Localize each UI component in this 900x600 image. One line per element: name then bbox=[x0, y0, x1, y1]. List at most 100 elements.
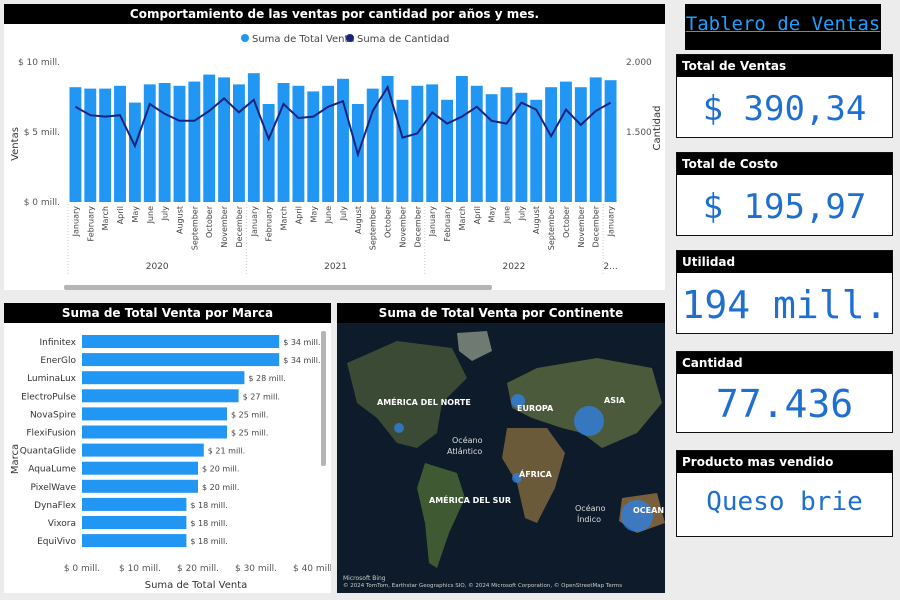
sales-bar[interactable] bbox=[188, 81, 201, 202]
sales-bar[interactable] bbox=[396, 99, 409, 202]
sales-bar[interactable] bbox=[247, 73, 260, 202]
x-tick-label: December bbox=[235, 205, 244, 247]
brand-scrollbar[interactable] bbox=[321, 331, 326, 466]
brand-x-tick-label: $ 40 mill. bbox=[293, 564, 331, 574]
y2-tick-label: 2.000 bbox=[626, 58, 652, 68]
sales-bar[interactable] bbox=[143, 84, 156, 202]
kpi-cantidad: Cantidad 77.436 bbox=[676, 351, 893, 433]
brand-bar[interactable] bbox=[82, 461, 198, 475]
bubble-oceania[interactable] bbox=[621, 500, 653, 532]
sales-bar[interactable] bbox=[337, 78, 349, 202]
x-tick-label: June bbox=[503, 206, 512, 225]
map-label-atlantic-2: Atlántico bbox=[447, 447, 482, 456]
sales-bar[interactable] bbox=[128, 102, 141, 202]
y2-axis-title: Cantidad bbox=[652, 106, 663, 151]
brand-x-tick-label: $ 20 mill. bbox=[177, 564, 219, 574]
x-tick-label: March bbox=[101, 206, 110, 230]
bubble-europe[interactable] bbox=[511, 394, 525, 408]
year-label: 2022 bbox=[502, 262, 525, 272]
quantity-line bbox=[74, 84, 612, 158]
sales-bar[interactable] bbox=[441, 99, 453, 202]
sales-bar[interactable] bbox=[203, 74, 216, 202]
bubble-africa[interactable] bbox=[512, 473, 522, 483]
sales-bar[interactable] bbox=[99, 88, 112, 202]
dashboard-title-box: Tablero de Ventas bbox=[685, 4, 881, 50]
x-tick-label: March bbox=[280, 206, 289, 230]
map-label-europe: EUROPA bbox=[517, 404, 554, 413]
x-tick-label: November bbox=[577, 205, 586, 247]
sales-bar[interactable] bbox=[545, 87, 558, 202]
horizontal-scrollbar[interactable] bbox=[64, 285, 492, 290]
brand-bar[interactable] bbox=[82, 534, 187, 548]
sales-bar[interactable] bbox=[515, 92, 528, 202]
brand-bar[interactable] bbox=[82, 407, 227, 421]
sales-bar[interactable] bbox=[381, 76, 394, 202]
brand-bar[interactable] bbox=[82, 353, 280, 367]
brand-bar[interactable] bbox=[82, 335, 280, 348]
legend-sales-label: Suma de Total Venta bbox=[252, 34, 355, 45]
brand-bar[interactable] bbox=[82, 389, 239, 403]
sales-bar[interactable] bbox=[158, 83, 171, 202]
x-tick-label: January bbox=[607, 206, 616, 238]
brand-bar[interactable] bbox=[82, 516, 187, 529]
kpi-label: Producto mas vendido bbox=[677, 451, 892, 473]
sales-bar[interactable] bbox=[589, 77, 602, 202]
brand-category-label: Infinitex bbox=[40, 338, 77, 348]
sales-bar[interactable] bbox=[470, 85, 483, 202]
sales-combo-panel: Comportamiento de las ventas por cantida… bbox=[4, 4, 665, 290]
sales-bar[interactable] bbox=[485, 94, 498, 202]
brand-chart-title: Suma de Total Venta por Marca bbox=[4, 303, 331, 323]
x-tick-label: June bbox=[324, 206, 333, 225]
kpi-label: Utilidad bbox=[677, 251, 892, 273]
brand-bar[interactable] bbox=[82, 371, 245, 385]
sales-bar[interactable] bbox=[426, 84, 439, 202]
sales-bar[interactable] bbox=[530, 99, 543, 202]
sales-bar[interactable] bbox=[173, 85, 186, 202]
brand-category-label: NovaSpire bbox=[30, 410, 77, 420]
sales-bar[interactable] bbox=[322, 85, 335, 202]
bubble-asia[interactable] bbox=[574, 406, 604, 436]
x-tick-label: November bbox=[399, 205, 408, 247]
y-axis-title: Ventas bbox=[10, 127, 21, 161]
sales-bar[interactable] bbox=[455, 76, 468, 202]
sales-bar[interactable] bbox=[218, 77, 231, 202]
legend-sales-marker bbox=[241, 34, 249, 42]
brand-category-label: LuminaLux bbox=[27, 374, 77, 384]
combo-chart: Suma de Total Venta Suma de Cantidad Ven… bbox=[10, 34, 663, 290]
brand-chart-panel: Suma de Total Venta por Marca Marca Infi… bbox=[4, 303, 331, 593]
brand-value-label: $ 25 mill. bbox=[231, 429, 268, 438]
sales-bar[interactable] bbox=[574, 87, 587, 202]
brand-bar[interactable] bbox=[82, 425, 227, 439]
kpi-total-ventas: Total de Ventas $ 390,34 ... bbox=[676, 54, 893, 169]
sales-bar[interactable] bbox=[500, 87, 513, 202]
x-tick-label: December bbox=[413, 205, 422, 247]
sales-bar[interactable] bbox=[292, 85, 305, 202]
map-label-indian-1: Océano bbox=[575, 503, 606, 513]
map-attribution[interactable]: © 2024 TomTom, Earthstar Geographics SIO… bbox=[343, 582, 622, 589]
x-tick-label: January bbox=[250, 206, 259, 238]
brand-bar[interactable] bbox=[82, 497, 187, 511]
sales-bar[interactable] bbox=[114, 85, 126, 202]
map-panel: Suma de Total Venta por Continente AMÉRI… bbox=[337, 303, 665, 593]
x-tick-label: October bbox=[562, 205, 571, 238]
brand-bar[interactable] bbox=[82, 479, 198, 493]
brand-bar[interactable] bbox=[82, 443, 204, 457]
y-tick-label: $ 10 mill. bbox=[18, 58, 60, 68]
landmass-greenland bbox=[457, 331, 492, 361]
sales-bar[interactable] bbox=[604, 80, 617, 202]
sales-bar[interactable] bbox=[277, 83, 290, 202]
sales-bar[interactable] bbox=[84, 88, 97, 202]
world-map[interactable]: AMÉRICA DEL NORTE AMÉRICA DEL SUR EUROPA… bbox=[337, 323, 665, 593]
y-tick-label: $ 5 mill. bbox=[24, 128, 60, 138]
sales-bar[interactable] bbox=[560, 81, 572, 202]
sales-bar[interactable] bbox=[411, 85, 424, 202]
sales-bar[interactable] bbox=[366, 88, 379, 202]
x-tick-label: August bbox=[176, 206, 185, 234]
bubble-north-america[interactable] bbox=[394, 423, 404, 433]
sales-bar[interactable] bbox=[69, 87, 82, 202]
dashboard-title[interactable]: Tablero de Ventas bbox=[685, 13, 881, 35]
map-label-oceania: OCEAN bbox=[633, 506, 664, 515]
sales-bar[interactable] bbox=[307, 91, 320, 202]
sales-bar[interactable] bbox=[262, 104, 275, 202]
sales-bar[interactable] bbox=[233, 84, 245, 202]
